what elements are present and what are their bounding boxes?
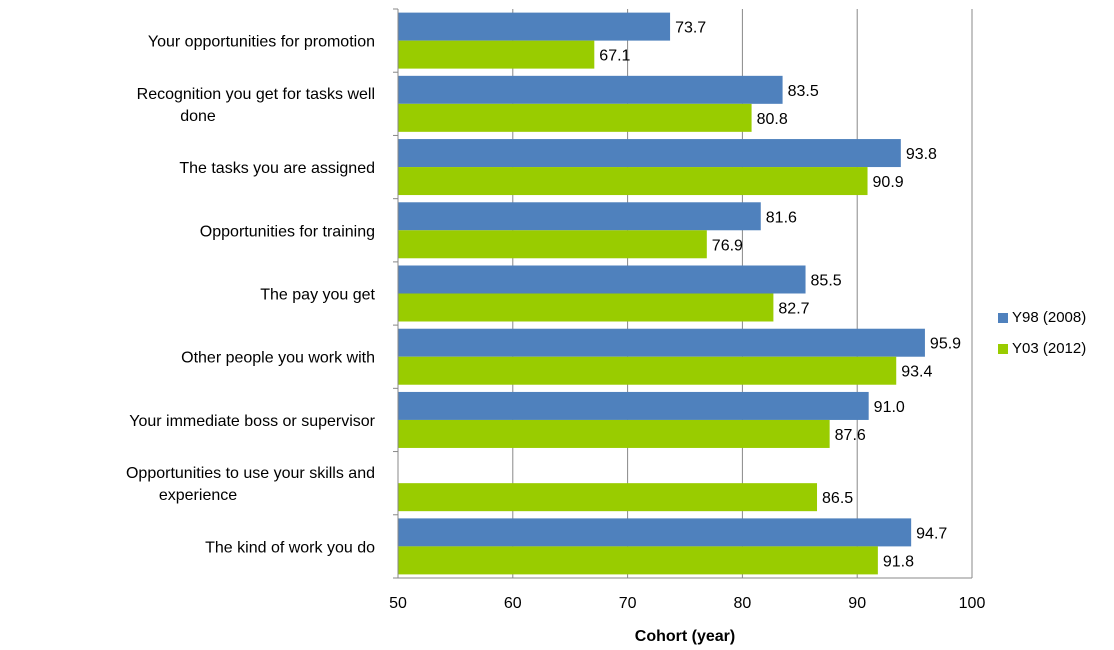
bar-y98 (398, 518, 912, 547)
bar-y03 (398, 103, 752, 132)
category-label: Your opportunities for promotion (148, 34, 375, 51)
x-axis-title: Cohort (year) (635, 628, 735, 645)
bar-y98 (398, 139, 901, 168)
category-label: Other people you work with (181, 350, 375, 367)
category-label: The pay you get (260, 287, 375, 304)
x-tick-label: 50 (389, 595, 407, 612)
data-label-y03: 87.6 (835, 427, 866, 444)
data-label-y03: 67.1 (599, 48, 630, 65)
bar-y03 (398, 356, 897, 385)
legend-label-y03: Y03 (2012) (1012, 340, 1087, 357)
legend-label-y98: Y98 (2008) (1012, 309, 1087, 326)
bar-y03 (398, 167, 868, 196)
x-tick-label: 70 (619, 595, 637, 612)
data-label-y98: 73.7 (675, 20, 706, 37)
bar-y98 (398, 12, 671, 41)
data-label-y03: 90.9 (873, 174, 904, 191)
legend-swatch-y98 (998, 312, 1008, 323)
bar-y03 (398, 419, 830, 448)
data-label-y03: 76.9 (712, 237, 743, 254)
category-label: Opportunities to use your skills and expe… (126, 465, 375, 504)
data-label-y03: 86.5 (822, 490, 853, 507)
data-label-y98: 94.7 (916, 525, 947, 542)
data-label-y98: 91.0 (874, 399, 905, 416)
data-label-y98: 85.5 (811, 273, 842, 290)
bar-y03 (398, 546, 878, 575)
x-tick-label: 100 (959, 595, 986, 612)
category-label: The kind of work you do (205, 539, 375, 556)
data-label-y03: 82.7 (778, 301, 809, 318)
category-label: The tasks you are assigned (179, 160, 375, 177)
bar-y03 (398, 40, 595, 69)
bar-y98 (398, 391, 869, 420)
bar-y03 (398, 483, 818, 512)
category-label: Your immediate boss or supervisor (129, 413, 375, 430)
bar-y03 (398, 230, 707, 259)
data-label-y03: 93.4 (901, 364, 932, 381)
legend-item-y03: Y03 (2012) (998, 333, 1086, 364)
bar-y98 (398, 75, 783, 104)
data-label-y98: 83.5 (788, 83, 819, 100)
data-label-y98: 93.8 (906, 146, 937, 163)
x-tick-label: 90 (848, 595, 866, 612)
legend: Y98 (2008) Y03 (2012) (998, 302, 1086, 364)
bar-y98 (398, 265, 806, 294)
x-tick-label: 80 (734, 595, 752, 612)
x-tick-label: 60 (504, 595, 522, 612)
legend-swatch-y03 (998, 343, 1008, 354)
bar-y03 (398, 293, 774, 322)
category-label: Recognition you get for tasks well done (137, 86, 375, 125)
bar-y98 (398, 328, 925, 357)
data-label-y03: 80.8 (757, 111, 788, 128)
legend-item-y98: Y98 (2008) (998, 302, 1086, 333)
category-label: Opportunities for training (200, 223, 375, 240)
bar-y98 (398, 202, 761, 231)
data-label-y03: 91.8 (883, 553, 914, 570)
data-label-y98: 95.9 (930, 336, 961, 353)
data-label-y98: 81.6 (766, 209, 797, 226)
